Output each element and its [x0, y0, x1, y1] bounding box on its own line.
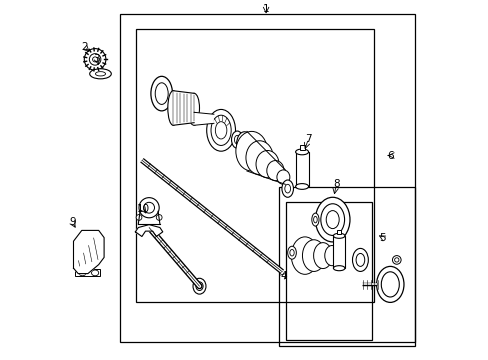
Ellipse shape	[325, 211, 339, 229]
Bar	[136, 29, 373, 302]
Bar	[299, 145, 304, 150]
Ellipse shape	[282, 180, 293, 197]
Bar	[333, 236, 344, 268]
Ellipse shape	[206, 109, 235, 151]
Ellipse shape	[196, 282, 203, 291]
Ellipse shape	[256, 150, 279, 178]
Ellipse shape	[95, 72, 105, 76]
Ellipse shape	[313, 216, 317, 223]
Ellipse shape	[276, 170, 289, 184]
Ellipse shape	[83, 244, 92, 253]
Ellipse shape	[89, 54, 101, 65]
Ellipse shape	[315, 197, 349, 242]
Bar	[120, 14, 415, 342]
Polygon shape	[194, 112, 213, 125]
Ellipse shape	[245, 141, 273, 175]
Ellipse shape	[291, 237, 318, 274]
Ellipse shape	[231, 131, 243, 148]
Ellipse shape	[234, 135, 240, 144]
Ellipse shape	[394, 258, 398, 262]
Text: 3: 3	[93, 54, 100, 64]
Text: 9: 9	[69, 217, 76, 228]
Bar	[285, 202, 371, 340]
Polygon shape	[135, 225, 163, 237]
Text: 6: 6	[387, 150, 393, 161]
Ellipse shape	[295, 149, 308, 155]
Text: 10: 10	[136, 204, 149, 214]
Ellipse shape	[209, 114, 218, 123]
Text: 2: 2	[81, 42, 87, 52]
Ellipse shape	[235, 131, 267, 171]
Ellipse shape	[155, 83, 168, 104]
Bar	[336, 230, 341, 234]
Ellipse shape	[143, 202, 154, 213]
Ellipse shape	[324, 246, 339, 266]
Ellipse shape	[333, 233, 344, 238]
Ellipse shape	[266, 161, 284, 181]
Ellipse shape	[289, 249, 294, 256]
Ellipse shape	[287, 246, 296, 259]
Polygon shape	[73, 230, 104, 274]
Polygon shape	[173, 91, 194, 125]
Ellipse shape	[89, 69, 111, 79]
Bar	[295, 152, 308, 186]
Ellipse shape	[352, 248, 367, 271]
Ellipse shape	[167, 91, 178, 125]
Text: 5: 5	[379, 233, 385, 243]
Ellipse shape	[188, 93, 199, 123]
Ellipse shape	[355, 253, 364, 266]
Text: 1: 1	[262, 4, 269, 14]
Ellipse shape	[193, 278, 205, 294]
Ellipse shape	[284, 184, 290, 193]
Bar	[278, 187, 415, 346]
Ellipse shape	[313, 243, 332, 269]
Ellipse shape	[392, 256, 400, 264]
Text: 7: 7	[305, 134, 311, 144]
Ellipse shape	[215, 122, 226, 139]
Text: 4: 4	[280, 271, 286, 281]
Ellipse shape	[151, 76, 172, 111]
Ellipse shape	[236, 132, 252, 156]
Ellipse shape	[189, 112, 198, 125]
Ellipse shape	[91, 270, 99, 276]
Ellipse shape	[320, 204, 344, 235]
Ellipse shape	[91, 236, 99, 243]
Ellipse shape	[156, 215, 162, 220]
Ellipse shape	[96, 251, 102, 257]
Ellipse shape	[376, 266, 403, 302]
Ellipse shape	[156, 229, 162, 234]
Ellipse shape	[211, 115, 231, 145]
Ellipse shape	[84, 49, 106, 70]
Ellipse shape	[92, 57, 98, 62]
Ellipse shape	[139, 198, 159, 218]
Ellipse shape	[79, 270, 86, 276]
Ellipse shape	[333, 266, 344, 271]
Ellipse shape	[302, 240, 325, 271]
Ellipse shape	[381, 272, 399, 297]
Ellipse shape	[311, 213, 318, 226]
Text: 8: 8	[332, 179, 339, 189]
Ellipse shape	[136, 229, 141, 234]
Ellipse shape	[295, 184, 308, 189]
Ellipse shape	[136, 215, 142, 220]
Bar	[75, 269, 101, 276]
Ellipse shape	[240, 138, 248, 150]
